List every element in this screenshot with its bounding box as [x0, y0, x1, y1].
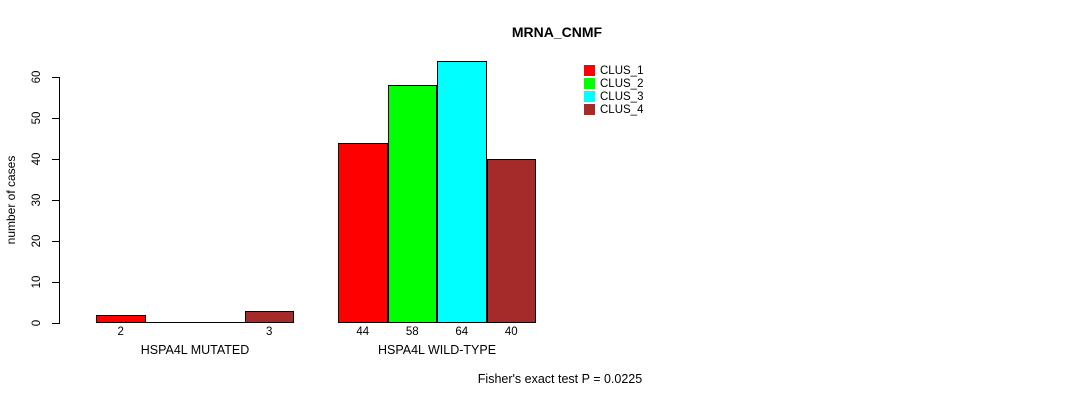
legend-swatch-clus-1 — [584, 65, 595, 76]
bar-clus_1 — [96, 315, 146, 323]
y-tick — [52, 241, 59, 242]
y-tick-label: 10 — [31, 275, 43, 289]
y-tick — [52, 118, 59, 119]
y-tick — [52, 282, 59, 283]
bar-value-label: 3 — [266, 326, 273, 338]
bar-value-label: 2 — [117, 326, 124, 338]
legend-label: CLUS_3 — [600, 90, 644, 103]
y-tick-label: 40 — [31, 152, 43, 166]
x-group-label-mutated: HSPA4L MUTATED — [140, 343, 250, 357]
y-tick — [52, 159, 59, 160]
chart-title: MRNA_CNMF — [511, 24, 603, 40]
y-axis-line — [59, 77, 60, 324]
legend-item: CLUS_3 — [584, 90, 643, 103]
y-tick-label: 60 — [31, 70, 43, 84]
legend-swatch-clus-2 — [584, 78, 595, 89]
legend-swatch-clus-3 — [584, 91, 595, 102]
legend-swatch-clus-4 — [584, 104, 595, 115]
legend-item: CLUS_2 — [584, 77, 643, 90]
y-tick — [52, 200, 59, 201]
legend-label: CLUS_1 — [600, 64, 644, 77]
legend-item: CLUS_4 — [584, 103, 643, 116]
y-tick — [52, 323, 59, 324]
y-tick-label: 20 — [31, 234, 43, 248]
bar-clus_3 — [437, 61, 487, 323]
fisher-test-annotation: Fisher's exact test P = 0.0225 — [477, 372, 643, 386]
legend-item: CLUS_1 — [584, 64, 643, 77]
y-tick-label: 50 — [31, 111, 43, 125]
bar-clus_4 — [245, 311, 294, 323]
bar-clus_1 — [338, 143, 388, 323]
bar-value-label: 40 — [504, 326, 518, 338]
legend-label: CLUS_4 — [600, 103, 644, 116]
y-tick-label: 30 — [31, 193, 43, 207]
bar-value-label: 44 — [356, 326, 370, 338]
y-tick — [52, 77, 59, 78]
legend: CLUS_1 CLUS_2 CLUS_3 CLUS_4 — [584, 64, 643, 116]
legend-label: CLUS_2 — [600, 77, 644, 90]
bar-value-label: 58 — [405, 326, 419, 338]
baseline — [96, 322, 294, 323]
y-tick-label: 0 — [31, 319, 43, 327]
bar-clus_4 — [487, 159, 536, 323]
bar-value-label: 64 — [455, 326, 469, 338]
bar-clus_2 — [388, 85, 437, 323]
x-group-label-wild-type: HSPA4L WILD-TYPE — [377, 343, 497, 357]
